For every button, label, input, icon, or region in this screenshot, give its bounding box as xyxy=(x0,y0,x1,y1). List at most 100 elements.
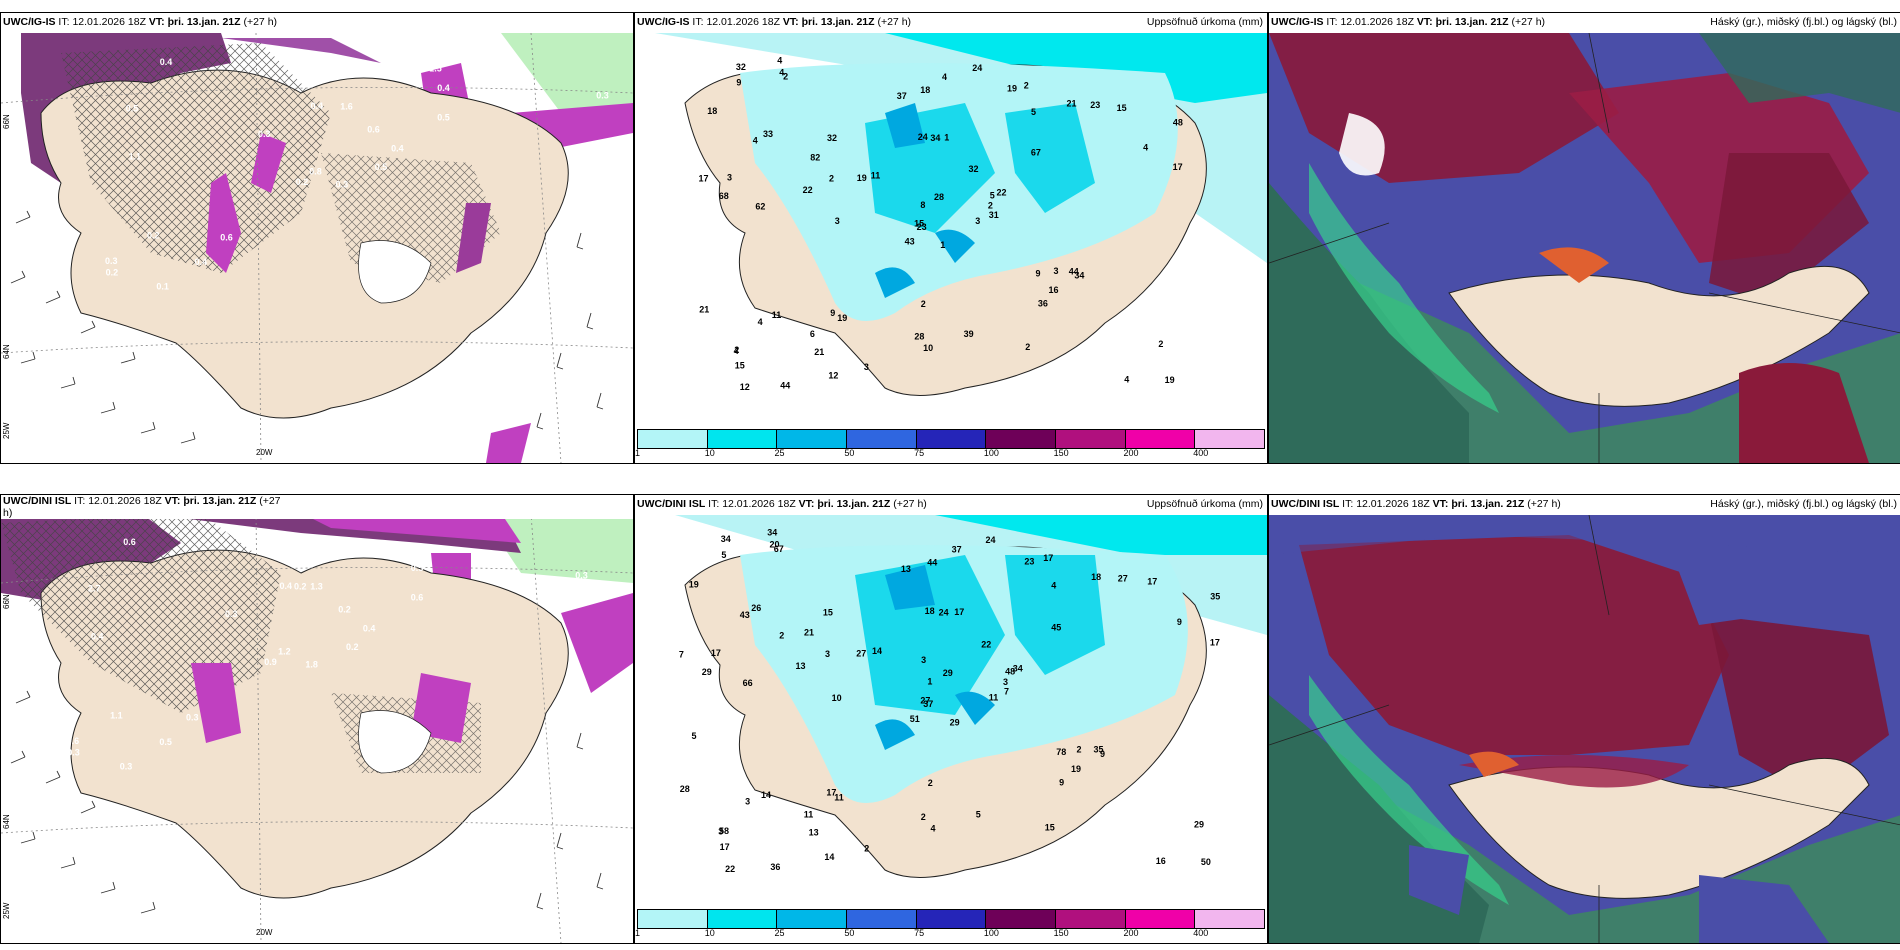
colorbar-cell xyxy=(847,910,917,928)
value-label: 21 xyxy=(1067,99,1077,109)
value-label: 0.2 xyxy=(338,604,351,614)
value-label: 43 xyxy=(905,237,915,247)
colorbar-label: 400 xyxy=(1193,448,1209,458)
value-label: 0.4 xyxy=(311,101,324,111)
value-label: 0.3 xyxy=(566,758,579,768)
colorbar-cell xyxy=(847,430,917,448)
value-label: 1 xyxy=(927,676,932,686)
value-label: 16 xyxy=(1049,285,1059,295)
value-label: 11 xyxy=(989,693,999,703)
value-label: 10 xyxy=(923,343,933,353)
value-label: 35 xyxy=(1094,745,1104,755)
value-label: 50 xyxy=(1201,857,1211,867)
value-label: 4 xyxy=(1143,142,1148,152)
colorbar-cell xyxy=(638,910,708,928)
value-label: 48 xyxy=(1005,667,1015,677)
value-label: 4 xyxy=(1051,581,1056,591)
value-label: 19 xyxy=(837,313,847,323)
value-label: 18 xyxy=(707,106,717,116)
value-label: 17 xyxy=(954,607,964,617)
value-label: 17 xyxy=(711,648,721,658)
colorbar-cell xyxy=(1125,430,1196,448)
value-label: 0.2 xyxy=(147,231,160,241)
value-label: 24 xyxy=(986,535,996,545)
value-label: 33 xyxy=(763,129,773,139)
value-label: 11 xyxy=(834,793,844,803)
value-label: 8 xyxy=(920,200,925,210)
value-label: 24 xyxy=(972,63,982,73)
panel-title: UWC/DINI ISL IT: 12.01.2026 18Z VT: þri.… xyxy=(635,495,1267,513)
colorbar-label: 25 xyxy=(774,448,785,458)
value-label: 22 xyxy=(725,864,735,874)
value-label: 18 xyxy=(925,606,935,616)
value-label: 9 xyxy=(736,78,741,88)
panel-title: UWC/IG-IS IT: 12.01.2026 18Z VT: þri. 13… xyxy=(635,13,1267,31)
value-label: 2 xyxy=(783,72,788,82)
map-wind-bottom: 1.82.71.20.60.40.30.31.30.50.20.60.30.40… xyxy=(1,513,633,943)
value-label: 24 xyxy=(939,607,949,617)
colorbar-cells xyxy=(637,429,1265,449)
value-label: 16 xyxy=(1156,856,1166,866)
colorbar-cell xyxy=(916,910,987,928)
value-label: 3 xyxy=(975,216,980,226)
colorbar-label: 200 xyxy=(1123,928,1139,938)
colorbar-cell xyxy=(777,430,848,448)
value-label: 34 xyxy=(930,133,940,143)
value-label: 1 xyxy=(944,133,949,143)
value-label: 0.4 xyxy=(195,257,208,267)
value-label: 18 xyxy=(920,85,930,95)
value-label: 19 xyxy=(1165,375,1175,385)
value-label: 9 xyxy=(1036,269,1041,279)
value-label: 34 xyxy=(767,527,777,537)
value-label: 3 xyxy=(1003,677,1008,687)
value-label: 4 xyxy=(1124,375,1129,385)
value-label: 0.8 xyxy=(309,167,322,177)
panel-precip-bottom: UWC/DINI ISL IT: 12.01.2026 18Z VT: þri.… xyxy=(634,494,1268,944)
value-label: 0.4 xyxy=(363,624,376,634)
value-label: 3 xyxy=(864,362,869,372)
value-label: 15 xyxy=(914,219,924,229)
value-label: 5 xyxy=(976,809,981,819)
value-label: 15 xyxy=(735,361,745,371)
value-label: 3 xyxy=(1054,266,1059,276)
colorbar-cell xyxy=(1125,910,1196,928)
map-precip-top: 1423251921532196248436744243211111521342… xyxy=(635,33,1267,427)
value-label: 17 xyxy=(826,788,836,798)
colorbar-precip-top: 1 10 25 50 75 100 150 200 400 xyxy=(635,427,1267,463)
lat-label-64n: 64N xyxy=(2,814,11,829)
value-label: 15 xyxy=(1117,103,1127,113)
value-label: 4 xyxy=(734,346,739,356)
value-label: 0.6 xyxy=(411,592,424,602)
value-label: 0.3 xyxy=(120,762,133,772)
value-label: 44 xyxy=(927,558,937,568)
value-label: 34 xyxy=(721,534,731,544)
panel-subtitle: Uppsöfnuð úrkoma (mm) xyxy=(1146,13,1263,31)
value-label: 3 xyxy=(835,216,840,226)
value-label: 45 xyxy=(1051,623,1061,633)
colorbar-cell xyxy=(1056,430,1126,448)
value-label: 0.6 xyxy=(367,124,380,134)
value-label: 67 xyxy=(1031,148,1041,158)
value-label: 19 xyxy=(1007,84,1017,94)
colorbar-label: 1 xyxy=(635,928,641,938)
value-label: 5 xyxy=(990,191,995,201)
value-label: 34 xyxy=(1074,270,1084,280)
value-label: 4 xyxy=(777,55,782,65)
value-label: 0.1 xyxy=(156,282,169,292)
value-label: 2 xyxy=(1158,339,1163,349)
value-label: 0.5 xyxy=(375,162,388,172)
value-label: 4 xyxy=(758,317,763,327)
value-label: 23 xyxy=(917,222,927,232)
value-label: 4 xyxy=(753,136,758,146)
value-label: 19 xyxy=(857,173,867,183)
value-label: 7 xyxy=(679,649,684,659)
value-label: 29 xyxy=(950,718,960,728)
colorbar-label: 75 xyxy=(914,448,925,458)
value-label: 0.4 xyxy=(391,144,404,154)
value-label: 27 xyxy=(1118,574,1128,584)
value-label: 10 xyxy=(832,693,842,703)
value-label: 37 xyxy=(923,699,933,709)
value-label: 0.5 xyxy=(411,563,424,573)
colorbar-cell xyxy=(1056,910,1126,928)
value-label: 23 xyxy=(1090,100,1100,110)
